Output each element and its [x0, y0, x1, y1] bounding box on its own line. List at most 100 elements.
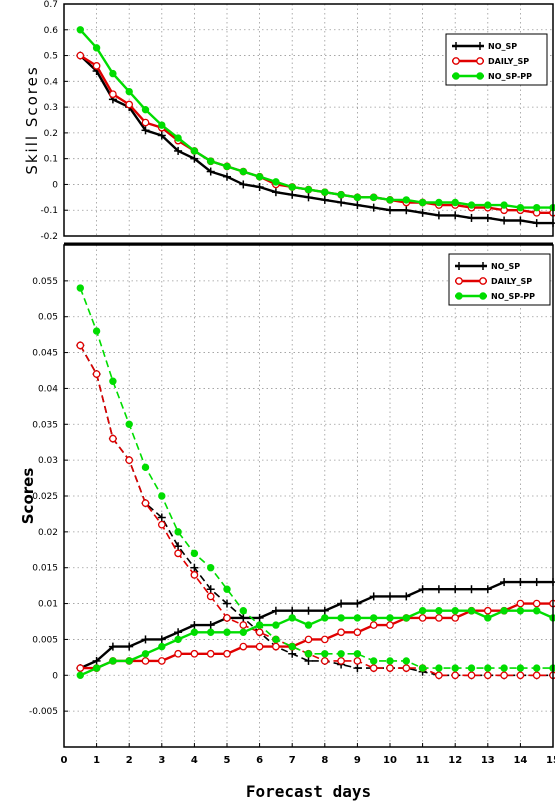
data-point [158, 492, 166, 500]
data-point [141, 105, 150, 114]
data-point [174, 649, 182, 658]
data-point [516, 203, 525, 212]
data-point [190, 549, 199, 558]
x-tick-label: 15 [546, 755, 555, 766]
y-tick-label: -0.005 [29, 707, 58, 717]
data-point [418, 664, 427, 672]
data-point [304, 185, 313, 194]
data-point [418, 607, 427, 615]
data-point [207, 564, 215, 572]
data-point [516, 607, 525, 615]
data-point [435, 671, 443, 680]
data-point [500, 201, 508, 209]
series-line [79, 345, 553, 677]
skill-scores-panel: 0.7 0.6 0.5 0.4 0.3 0.2 0.1 0 -0.1 -0.2 NO_SP DAILY… [23, 0, 555, 242]
data-point [467, 201, 476, 209]
x-tick-label: 9 [354, 755, 361, 766]
x-tick-label: 3 [158, 755, 165, 766]
plot-frame [63, 3, 554, 237]
data-point [190, 147, 199, 155]
data-point [353, 614, 362, 622]
y-tick-label: 0.5 [44, 52, 58, 62]
data-point [288, 183, 296, 191]
legend-label: DAILY_SP [488, 57, 529, 66]
data-point [451, 198, 459, 207]
data-point [467, 607, 476, 615]
series-daily-sp-dashed [76, 341, 555, 680]
data-point [402, 657, 410, 665]
data-point [386, 664, 394, 672]
series-no-sp [76, 578, 555, 673]
data-point [435, 664, 443, 672]
scores-panel: 0.055 0.05 0.045 0.04 0.035 0.03 0.025 0.02 0.01… [19, 244, 555, 801]
data-point [76, 51, 85, 60]
legend-label: NO_SP [491, 262, 520, 271]
data-point [532, 671, 541, 680]
data-point [239, 607, 248, 615]
data-point [304, 650, 313, 658]
data-point [451, 607, 459, 615]
data-point [483, 671, 492, 680]
data-point [516, 671, 525, 680]
data-point [451, 614, 460, 622]
y-tick-label: 0.04 [38, 384, 58, 394]
data-point [304, 621, 313, 629]
data-point [190, 571, 199, 579]
x-tick-label: 7 [289, 755, 296, 766]
data-point [321, 614, 329, 622]
data-point [109, 90, 117, 99]
y-tick-label: 0.055 [32, 277, 58, 287]
x-tick-label: 6 [256, 755, 263, 766]
data-point [255, 628, 264, 637]
x-tick-label: 12 [448, 755, 462, 766]
legend-label: NO_SP [488, 42, 517, 51]
y-tick-label: 0.4 [44, 77, 59, 87]
data-point [500, 607, 508, 615]
y-tick-label: 0.02 [38, 528, 58, 538]
data-point [370, 657, 378, 665]
data-point [484, 201, 492, 209]
data-point [288, 642, 296, 651]
data-point [92, 62, 101, 70]
series-line [80, 602, 553, 670]
series-line [79, 345, 553, 677]
data-point [272, 642, 280, 651]
data-point [255, 642, 264, 651]
data-point [174, 549, 182, 558]
data-point [386, 196, 394, 204]
x-tick-label: 1 [93, 755, 100, 766]
x-tick-label: 11 [416, 755, 430, 766]
data-point [92, 370, 101, 378]
data-point [207, 628, 215, 636]
data-point [353, 193, 362, 202]
series-no-sp-pp-dashed [76, 284, 555, 672]
data-point [92, 664, 101, 672]
data-point [369, 621, 378, 629]
data-point [109, 69, 117, 78]
data-point [483, 606, 492, 615]
data-point [158, 642, 166, 651]
data-point [353, 628, 362, 637]
data-point [386, 621, 394, 629]
y-tick-label: 0.025 [32, 492, 58, 502]
y-tick-label: 0.05 [38, 313, 58, 323]
data-point [451, 671, 460, 680]
y-tick-label: 0.6 [44, 26, 59, 36]
data-point [206, 592, 215, 601]
y-axis-label: Scores [19, 468, 37, 525]
y-tick-label: 0.005 [32, 635, 58, 645]
data-point [239, 621, 248, 629]
series-no-sp-dashed [76, 341, 555, 680]
data-point [435, 614, 443, 622]
data-point [109, 377, 117, 385]
x-tick-label: 2 [126, 755, 133, 766]
data-point [92, 327, 101, 335]
data-point [320, 657, 329, 665]
y-tick-label: 0.03 [38, 456, 58, 466]
y-tick-label: -0.1 [40, 206, 58, 216]
data-point [109, 657, 117, 665]
legend-marker [455, 277, 463, 285]
legend-marker [476, 57, 484, 65]
data-point [223, 649, 231, 658]
data-point [369, 664, 378, 672]
